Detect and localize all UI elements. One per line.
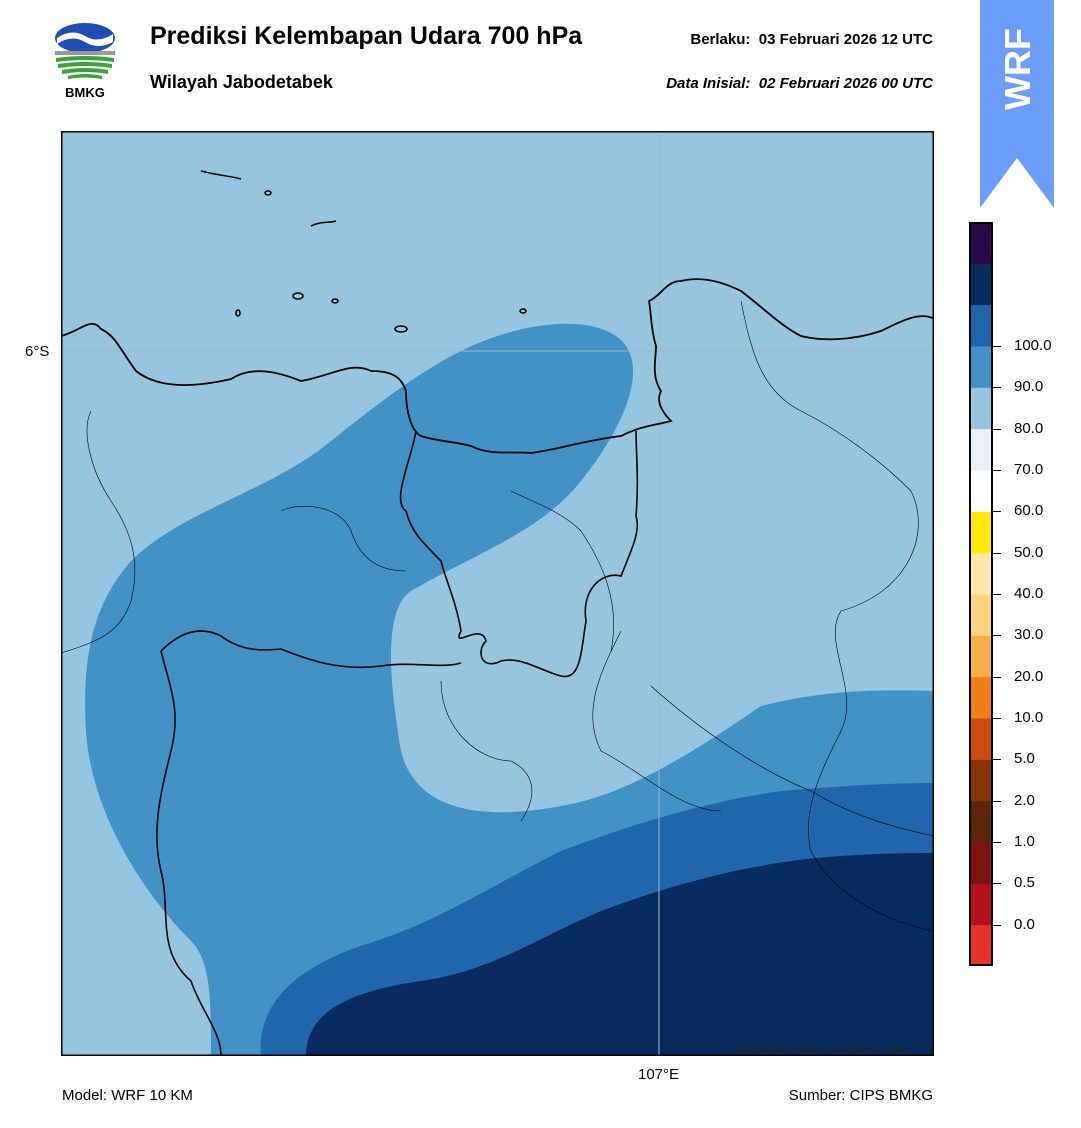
init-value: 02 Februari 2026 00 UTC: [758, 75, 933, 92]
colorbar-tick: [993, 676, 1001, 678]
coastline: [61, 278, 934, 454]
colorbar-tick: [993, 470, 1001, 471]
colorbar-tick-label: 20.0: [1014, 667, 1044, 685]
colorbar-segment: [969, 924, 993, 966]
colorbar-segment: [969, 883, 993, 926]
province-boundary: [156, 650, 222, 1056]
colorbar-tick-label: 10.0: [1014, 709, 1044, 726]
province-boundary: [160, 630, 462, 669]
colorbar-tick: [993, 883, 1001, 885]
wrf-badge: WRF: [980, 0, 1054, 208]
map-title: Prediksi Kelembapan Udara 700 hPa: [150, 22, 583, 50]
colorbar-tick-label: 5.0: [1014, 750, 1035, 768]
colorbar-segment: [969, 304, 993, 347]
colorbar-tick-label: 100.0: [1014, 337, 1052, 354]
colorbar-segment: [969, 511, 993, 554]
colorbar-tick-label: 80.0: [1014, 419, 1044, 437]
colorbar-tick: [993, 924, 1001, 926]
bmkg-logo: [55, 23, 115, 79]
colorbar-segment: [969, 387, 993, 430]
colorbar-segment: [969, 428, 993, 471]
model-label: Model: WRF 10 KM: [62, 1087, 193, 1104]
colorbar-tick-label: 0.5: [1014, 874, 1035, 892]
humidity-map: [61, 131, 934, 1056]
colorbar-segment: [969, 470, 993, 512]
colorbar-tick: [993, 552, 1001, 554]
colorbar-segment: [969, 552, 993, 595]
colorbar-segment: [969, 759, 993, 802]
copyright-text: ©Sub Bidang Prediksi Cuaca BMKG, 2020: [735, 1044, 906, 1054]
longitude-label: 107°E: [638, 1066, 680, 1083]
colorbar-tick: [993, 387, 1001, 389]
colorbar-segment: [969, 222, 993, 264]
colorbar-segment: [969, 346, 993, 388]
colorbar-tick-label: 1.0: [1014, 833, 1035, 850]
colorbar-tick: [993, 511, 1001, 513]
map-subtitle: Wilayah Jabodetabek: [150, 72, 333, 92]
colorbar-tick: [993, 428, 1001, 430]
source-label: Sumber: CIPS BMKG: [788, 1087, 933, 1104]
colorbar-tick: [993, 346, 1001, 347]
colorbar-segment: [969, 800, 993, 843]
colorbar-tick-label: 70.0: [1014, 461, 1044, 478]
latitude-label: 6°S: [25, 343, 50, 360]
colorbar-segment: [969, 842, 993, 884]
humidity-90-100-zone: [306, 853, 934, 1056]
islands: [200, 170, 527, 333]
valid-value: 03 Februari 2026 12 UTC: [758, 31, 933, 48]
colorbar-tick-label: 30.0: [1014, 626, 1044, 644]
valid-label: Berlaku:: [690, 31, 751, 48]
wrf-badge-text: WRF: [997, 28, 1038, 110]
colorbar-segment: [969, 718, 993, 760]
province-boundary: [399, 430, 639, 678]
colorbar-tick: [993, 718, 1001, 719]
colorbar-tick: [993, 594, 1001, 595]
colorbar-tick: [993, 842, 1001, 843]
colorbar-tick-label: 40.0: [1014, 585, 1044, 602]
colorbar: [969, 222, 993, 966]
colorbar-segment: [969, 676, 993, 719]
colorbar-tick-label: 90.0: [1014, 378, 1044, 396]
colorbar-tick: [993, 759, 1001, 761]
colorbar-tick: [993, 635, 1001, 637]
init-label: Data Inisial:: [666, 75, 751, 92]
colorbar-frame: [969, 222, 993, 966]
colorbar-tick: [993, 800, 1001, 802]
colorbar-tick-label: 0.0: [1014, 915, 1035, 933]
valid-time: Berlaku: 03 Februari 2026 12 UTC: [690, 31, 933, 48]
colorbar-tick-label: 60.0: [1014, 502, 1044, 520]
colorbar-tick-label: 50.0: [1014, 543, 1044, 561]
colorbar-tick-label: 2.0: [1014, 791, 1035, 809]
district-boundary: [61, 300, 934, 932]
logo-text: BMKG: [65, 85, 105, 100]
colorbar-segment: [969, 594, 993, 636]
init-time: Data Inisial: 02 Februari 2026 00 UTC: [666, 75, 933, 92]
colorbar-segment: [969, 635, 993, 678]
colorbar-segment: [969, 263, 993, 306]
